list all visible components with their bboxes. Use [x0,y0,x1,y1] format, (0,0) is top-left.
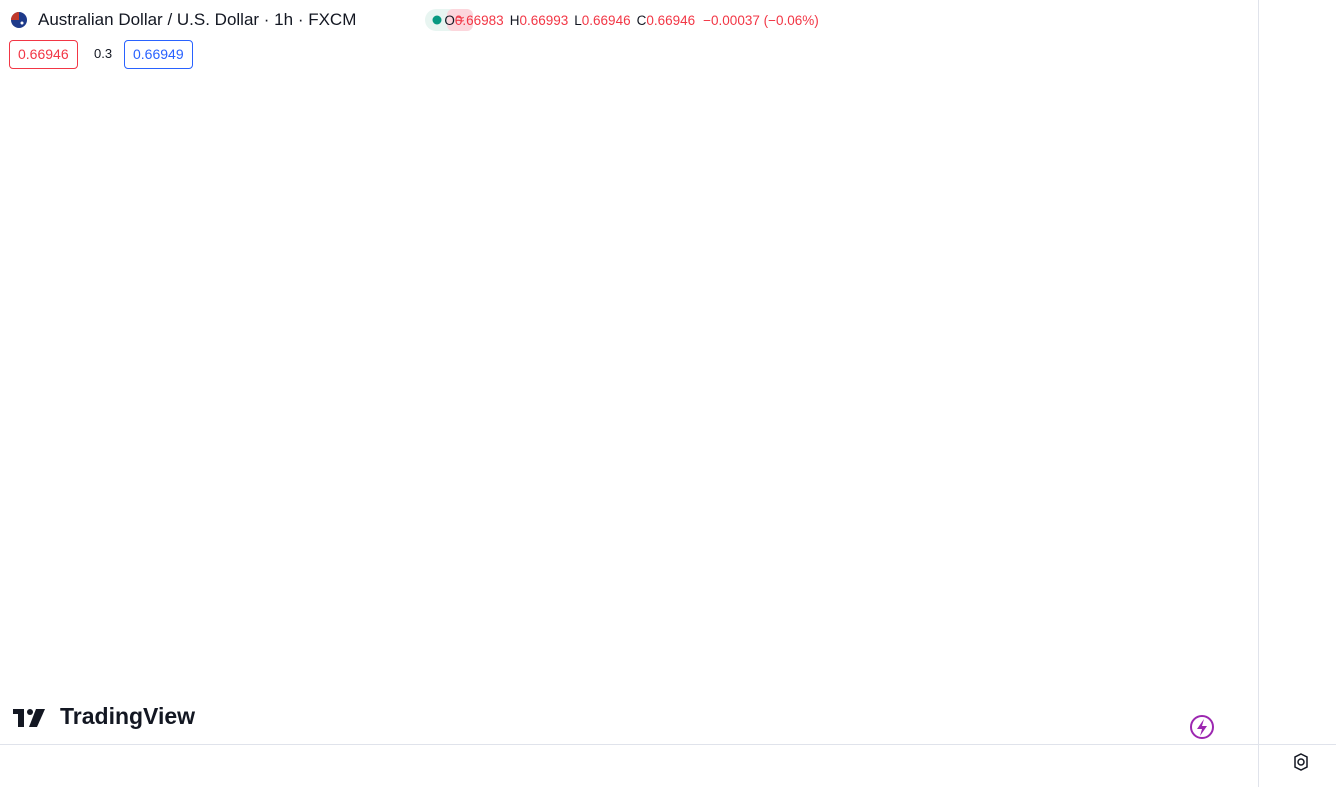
ohlc-value: 0.66946 [646,12,696,28]
symbol-flag [11,12,27,28]
ohlc-key: C [636,12,647,28]
watermark-logo [13,709,45,727]
ohlc-legend: O0.66983 H0.66993 L0.66946 C0.66946 [438,13,695,28]
svg-text:≈: ≈ [456,11,464,28]
bid-button[interactable]: 0.66946 [9,40,78,69]
change: −0.00037 (−0.06%) [703,12,819,28]
ohlc-value: 0.66946 [581,12,631,28]
watermark: TradingView [60,703,195,729]
ohlc-value: 0.66983 [454,12,504,28]
ohlc-key: O [444,12,455,28]
settings-icon[interactable] [1294,753,1308,771]
status-icons[interactable]: ≈ [425,9,473,31]
bolt-icon[interactable] [1190,715,1214,739]
header: Australian Dollar / U.S. Dollar · 1h · F… [0,8,819,32]
ohlc-key: H [509,12,520,28]
ohlc-value: 0.66993 [519,12,569,28]
ask-button[interactable]: 0.66949 [124,40,193,69]
spread: 0.3 [94,46,113,61]
ohlc-key: L [574,12,582,28]
symbol-title: Australian Dollar / U.S. Dollar · 1h · F… [38,10,357,29]
